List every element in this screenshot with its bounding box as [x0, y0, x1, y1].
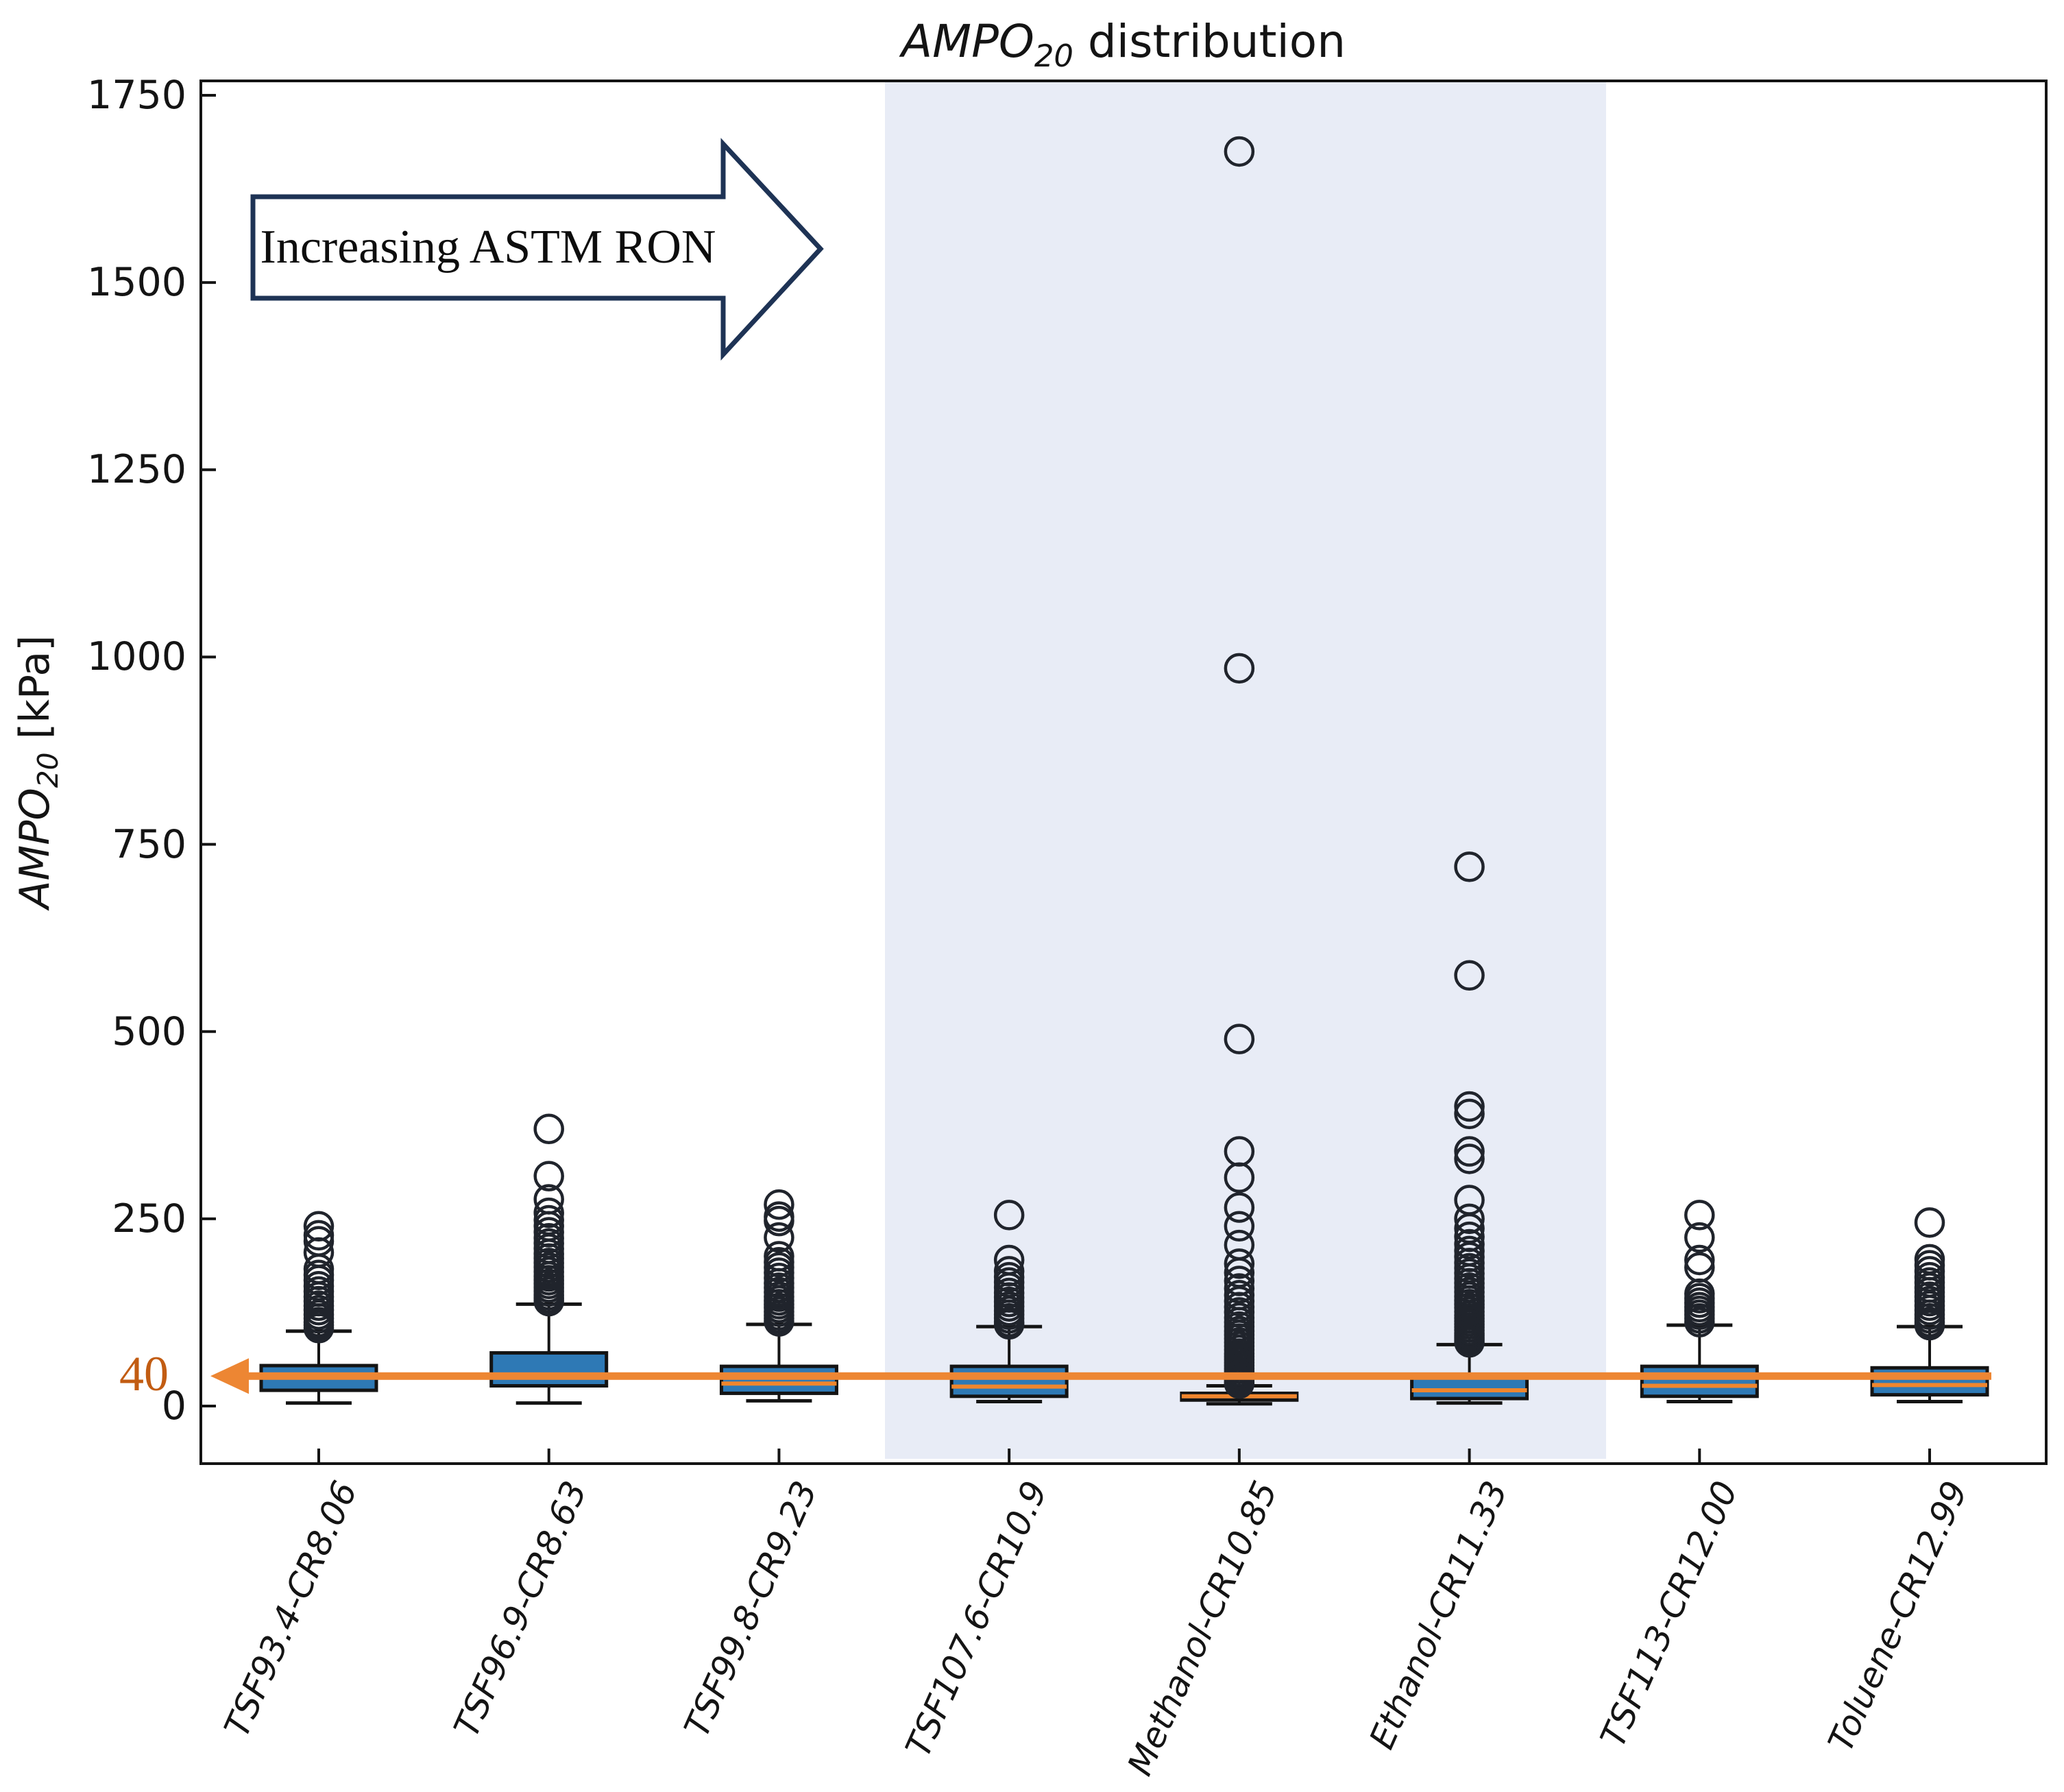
y-label-subscript: 20 [32, 752, 64, 788]
outlier-circle [1454, 1091, 1485, 1122]
outlier-circle [764, 1222, 794, 1253]
y-tick-label-1000: 1000 [86, 634, 186, 680]
outlier-circle [1454, 1203, 1485, 1235]
outlier-circle [1224, 136, 1255, 167]
outlier-circle [1454, 1228, 1485, 1260]
outlier-circle [1454, 960, 1485, 991]
outlier-circle [764, 1205, 794, 1237]
outlier-circle [764, 1189, 794, 1220]
y-tick-label-1750: 1750 [86, 73, 186, 118]
outlier-circle [1454, 851, 1485, 882]
outlier-circle [533, 1113, 564, 1144]
outlier-circle [1454, 1143, 1485, 1174]
y-tick-label-1500: 1500 [86, 260, 186, 306]
chart-title: AMPO20 distribution [901, 15, 1346, 74]
ref-value-label: 40 [119, 1346, 169, 1402]
outlier-circle [1224, 1368, 1255, 1399]
outlier-circle [533, 1197, 564, 1228]
outlier-circle [1224, 1211, 1255, 1242]
outlier-circle [1224, 1192, 1255, 1223]
y-tick-label-750: 750 [112, 821, 186, 867]
outlier-circle [533, 1161, 564, 1191]
title-math: AMPO [901, 15, 1034, 68]
outlier-circle [1224, 1024, 1255, 1054]
ref-arrow-head [210, 1358, 249, 1394]
outlier-circle [1914, 1207, 1945, 1238]
y-tick-label-250: 250 [112, 1196, 186, 1242]
outlier-circle [1454, 1136, 1485, 1167]
box-Toluene-CR12.99 [1870, 1366, 1989, 1397]
outlier-circle [1684, 1307, 1715, 1337]
outlier-circle [1684, 1244, 1715, 1276]
title-rest: distribution [1073, 15, 1346, 68]
outlier-circle [1224, 653, 1255, 684]
outlier-circle [1684, 1200, 1715, 1231]
title-subscript: 20 [1034, 38, 1073, 75]
outlier-circle [1224, 1273, 1255, 1304]
ron-block-arrow [250, 138, 824, 361]
plot-frame [199, 80, 2048, 1465]
box-TSF113-CR12.00 [1640, 1364, 1759, 1399]
outlier-circle [993, 1200, 1025, 1231]
outlier-circle [764, 1306, 794, 1337]
y-tick-label-0: 0 [161, 1383, 186, 1429]
box-TSF96.9-CR8.63 [489, 1351, 609, 1388]
outlier-circle [533, 1285, 564, 1317]
outlier-circle [1224, 1248, 1255, 1279]
box-TSF107.6-CR10.9 [949, 1364, 1069, 1399]
outlier-circle [1224, 1162, 1255, 1194]
y-tick-label-1250: 1250 [86, 447, 186, 493]
ref-arrow-shaft [249, 1372, 1991, 1380]
outlier-circle [1454, 1098, 1485, 1130]
ron-arrow-text: Increasing ASTM RON [260, 221, 716, 274]
outlier-circle [1914, 1309, 1945, 1341]
outlier-circle [1454, 1327, 1485, 1358]
outlier-circle [993, 1309, 1025, 1340]
y-tick-label-500: 500 [112, 1008, 186, 1054]
outlier-circle [1684, 1222, 1715, 1253]
outlier-circle [303, 1313, 335, 1344]
